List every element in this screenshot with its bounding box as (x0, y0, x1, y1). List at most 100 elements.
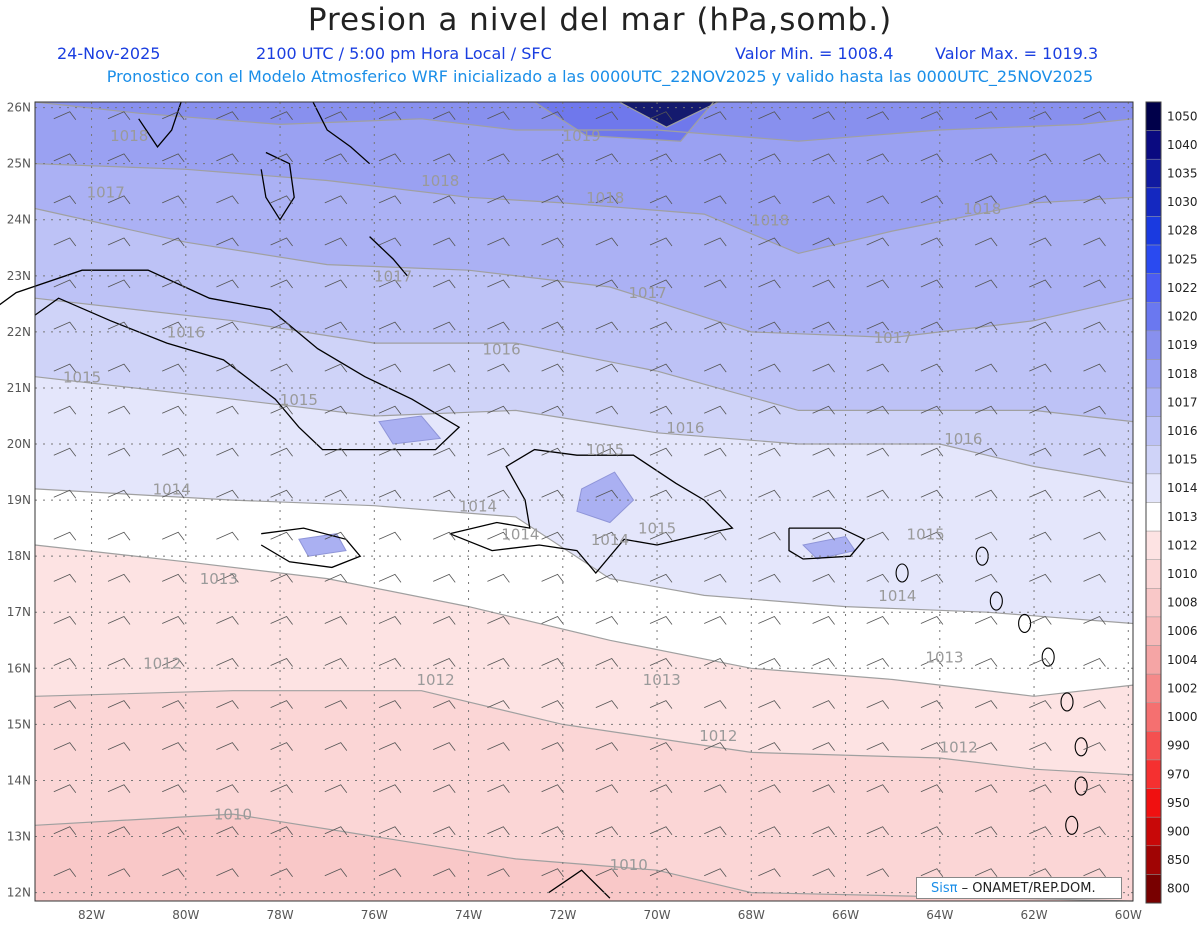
wind-barb (216, 237, 239, 247)
wind-barb (1029, 826, 1052, 835)
wind-barb (162, 153, 185, 163)
wind-barb (270, 363, 293, 373)
wind-barb (324, 111, 348, 121)
wind-barb (920, 489, 944, 499)
lon-tick-label: 74W (455, 908, 482, 922)
wind-barb (53, 742, 77, 751)
wind-barb (974, 237, 998, 247)
wind-barb (162, 363, 185, 373)
wind-barb (162, 279, 185, 289)
legend-label: 1022 (1167, 281, 1198, 295)
wind-barb (433, 321, 456, 331)
legend-swatch (1145, 359, 1162, 389)
legend-swatch (1145, 731, 1162, 761)
wind-barb (378, 784, 402, 793)
wind-barb (1029, 616, 1052, 625)
legend-swatch (1145, 502, 1162, 532)
legend-swatch (1145, 645, 1162, 675)
wind-barb (487, 195, 510, 205)
wind-barb (107, 784, 131, 793)
wind-barb (487, 784, 510, 793)
legend-label: 1050 (1167, 109, 1198, 123)
legend-swatch (1145, 673, 1162, 704)
wind-barb (866, 321, 890, 331)
wind-barb (1029, 531, 1052, 541)
wind-barb (378, 658, 402, 667)
wind-barb (1029, 321, 1052, 331)
wind-barb (595, 616, 619, 625)
wind-barb (107, 616, 131, 625)
valmin-label: Valor Min. = 1008.4 (735, 44, 894, 63)
legend-swatch (1145, 816, 1162, 847)
wind-barb (324, 279, 348, 289)
wind-barb (53, 153, 77, 163)
contour-label: 1017 (87, 183, 125, 201)
wind-barb (920, 321, 944, 331)
wind-barb (1029, 700, 1052, 709)
wind-barb (378, 616, 402, 625)
wind-barb (974, 616, 998, 625)
wind-barb (758, 658, 781, 667)
wind-barb (595, 111, 619, 121)
isobar-line (34, 544, 1134, 697)
wind-barb (974, 447, 998, 457)
legend-label: 900 (1167, 824, 1190, 838)
contour-label: 1016 (167, 323, 205, 341)
wind-barb (162, 237, 185, 247)
legend-label: 1040 (1167, 138, 1198, 152)
wind-barb (758, 784, 781, 793)
wind-barb (1029, 405, 1052, 415)
isobar-line (34, 813, 1134, 902)
wind-barb (866, 531, 890, 541)
wind-barb (595, 321, 619, 331)
wind-barb (378, 405, 402, 415)
legend-label: 1008 (1167, 596, 1198, 610)
wind-barb (595, 363, 619, 373)
wind-barb (324, 447, 348, 457)
wind-barb (541, 111, 564, 121)
isobar-line (34, 101, 1134, 142)
wind-barb (378, 447, 402, 457)
wind-barb (649, 826, 673, 835)
lat-tick-label: 22N (7, 325, 31, 339)
wind-barb (53, 784, 77, 793)
legend-label: 1018 (1167, 367, 1198, 381)
wind-barb (216, 742, 239, 751)
wind-barb (53, 826, 77, 835)
wind-barb (812, 573, 835, 583)
legend-label: 1013 (1167, 510, 1198, 524)
lon-tick-label: 62W (1020, 908, 1047, 922)
wind-barb (270, 195, 293, 205)
wind-barb (1083, 868, 1106, 878)
wind-barb (270, 700, 293, 709)
wind-barb (649, 237, 673, 247)
wind-barb (812, 111, 835, 121)
wind-barb (162, 531, 185, 541)
wind-barb (378, 195, 402, 205)
lat-tick-label: 15N (7, 717, 31, 731)
island (1074, 737, 1088, 757)
wind-barb (1029, 784, 1052, 793)
wind-barb (216, 658, 239, 667)
contour-label: 1012 (143, 654, 181, 672)
lat-tick-label: 24N (7, 213, 31, 227)
wind-barb (812, 868, 835, 878)
coastline (0, 269, 461, 451)
contour-label: 1015 (638, 520, 676, 538)
wind-barb (1083, 573, 1106, 583)
island (1018, 613, 1032, 634)
lat-tick-label: 17N (7, 605, 31, 619)
wind-barb (53, 405, 77, 415)
coastline (788, 527, 866, 560)
isobar-line (534, 101, 715, 142)
wind-barb (433, 153, 456, 163)
wind-barb (378, 742, 402, 751)
wind-barb (107, 531, 131, 541)
wind-barb (541, 279, 564, 289)
island-high (576, 471, 635, 524)
wind-barb (1029, 195, 1052, 205)
lon-tick-label: 80W (172, 908, 199, 922)
wind-barb (704, 111, 727, 121)
coastline (548, 869, 611, 899)
legend-swatch (1145, 387, 1162, 417)
